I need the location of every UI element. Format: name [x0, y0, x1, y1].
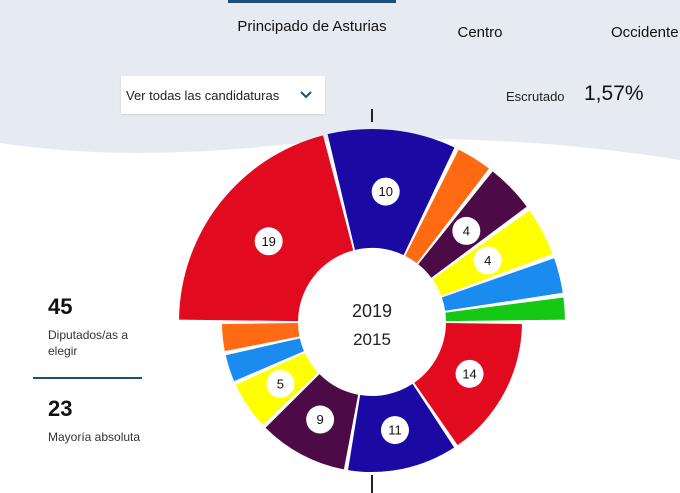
seat-badge — [455, 359, 484, 388]
seat-count-label: 9 — [317, 412, 324, 427]
seat-count-label: 5 — [277, 376, 284, 391]
tab-label: Occidente — [611, 24, 679, 41]
seats-count: 45 — [48, 294, 73, 319]
scrutiny-label: Escrutado — [506, 89, 565, 104]
seat-count-label: 14 — [462, 366, 476, 381]
majority-label: Mayoría absoluta — [48, 430, 141, 444]
tab-centro[interactable]: Centro — [430, 0, 530, 60]
seat-badge — [266, 369, 295, 398]
tab-label: Principado de Asturias — [237, 18, 387, 35]
seat-count-label: 19 — [261, 234, 275, 249]
seat-count-label: 4 — [484, 253, 491, 268]
scrutiny-value: 1,57% — [584, 82, 644, 105]
candidacies-dropdown[interactable]: Ver todas las candidaturas — [121, 76, 325, 114]
seat-slice-2015-orange[interactable] — [222, 323, 300, 352]
divider — [33, 377, 142, 379]
seat-slice-2019-lightblue[interactable] — [441, 258, 563, 311]
majority-count: 23 — [48, 396, 73, 421]
dropdown-label: Ver todas las candidaturas — [126, 88, 280, 103]
tab-principado-de-asturias[interactable]: Principado de Asturias — [228, 0, 396, 63]
seat-slice-2019-orange[interactable] — [405, 149, 489, 264]
year-2019-label: 2019 — [352, 301, 392, 321]
tab-occidente[interactable]: Occidente — [590, 0, 680, 60]
year-2015-label: 2015 — [353, 330, 391, 349]
seats-label: Diputados/as a elegir — [48, 328, 129, 358]
seat-badge — [254, 227, 283, 256]
chart-center — [300, 250, 444, 394]
seat-badge — [473, 246, 502, 275]
seat-count-label: 10 — [378, 184, 392, 199]
chevron-down-icon — [300, 91, 312, 99]
tab-label: Centro — [457, 24, 503, 41]
seat-badge — [306, 405, 335, 434]
seat-badge — [380, 416, 409, 445]
seat-count-label: 4 — [463, 223, 470, 238]
seat-slice-2015-lightblue[interactable] — [225, 338, 304, 382]
seat-badge — [452, 216, 481, 245]
seat-slice-2019-green[interactable] — [445, 297, 565, 322]
seat-count-label: 11 — [388, 423, 402, 438]
seat-badge — [371, 177, 400, 206]
